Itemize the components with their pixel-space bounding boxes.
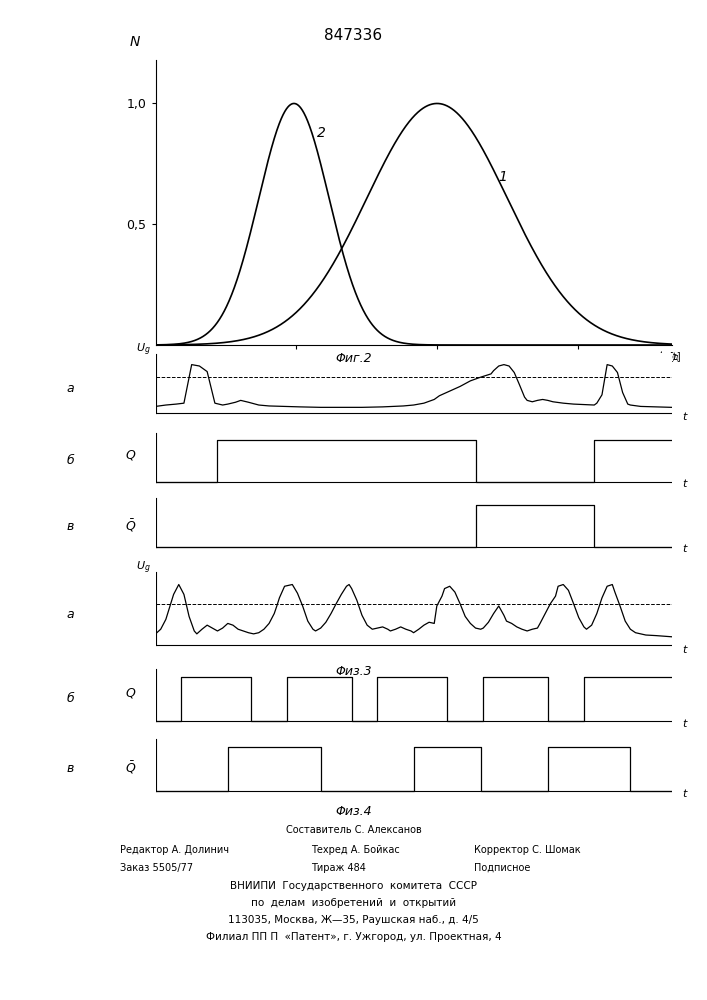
Text: Техред А. Бойкас: Техред А. Бойкас xyxy=(311,845,400,855)
Text: Φиг.2: Φиг.2 xyxy=(335,352,372,365)
Text: t: t xyxy=(682,479,686,489)
Text: б: б xyxy=(67,454,74,466)
Text: ВНИИПИ  Государственного  комитета  СССР: ВНИИПИ Государственного комитета СССР xyxy=(230,881,477,891)
Text: $\bar{Q}$: $\bar{Q}$ xyxy=(125,760,136,776)
Text: Подписное: Подписное xyxy=(474,863,530,873)
Text: 2: 2 xyxy=(317,126,327,140)
Text: в: в xyxy=(67,520,74,532)
Text: Q: Q xyxy=(126,448,136,462)
Text: Редактор А. Долинич: Редактор А. Долинич xyxy=(120,845,229,855)
Text: 1: 1 xyxy=(498,170,507,184)
Text: Φиз.4: Φиз.4 xyxy=(335,805,372,818)
Text: $U_g$: $U_g$ xyxy=(136,560,151,576)
Text: t: t xyxy=(682,412,686,422)
Text: Тираж 484: Тираж 484 xyxy=(311,863,366,873)
Text: Филиал ПП П  «Патент», г. Ужгород, ул. Проектная, 4: Филиал ПП П «Патент», г. Ужгород, ул. Пр… xyxy=(206,932,501,942)
Text: Q: Q xyxy=(126,686,136,700)
Text: а: а xyxy=(67,608,74,621)
Text: $t_{пoд}$: $t_{пoд}$ xyxy=(658,350,679,364)
Text: Заказ 5505/77: Заказ 5505/77 xyxy=(120,863,193,873)
Text: Составитель С. Алексанов: Составитель С. Алексанов xyxy=(286,825,421,835)
Text: б: б xyxy=(67,692,74,704)
Text: t: t xyxy=(682,719,686,729)
Text: t: t xyxy=(682,544,686,554)
Text: Φиз.3: Φиз.3 xyxy=(335,665,372,678)
Text: по  делам  изобретений  и  открытий: по делам изобретений и открытий xyxy=(251,898,456,908)
Text: а: а xyxy=(67,382,74,395)
Text: t: t xyxy=(682,789,686,799)
Text: Корректор С. Шомак: Корректор С. Шомак xyxy=(474,845,580,855)
Text: t: t xyxy=(682,645,686,655)
Text: 847336: 847336 xyxy=(325,28,382,43)
Text: $\bar{Q}$: $\bar{Q}$ xyxy=(125,518,136,534)
Text: $U_g$: $U_g$ xyxy=(136,341,151,358)
Text: 113035, Москва, Ж—35, Раушская наб., д. 4/5: 113035, Москва, Ж—35, Раушская наб., д. … xyxy=(228,915,479,925)
Text: [t]: [t] xyxy=(670,351,681,361)
Y-axis label: N: N xyxy=(129,35,140,49)
Text: в: в xyxy=(67,762,74,774)
